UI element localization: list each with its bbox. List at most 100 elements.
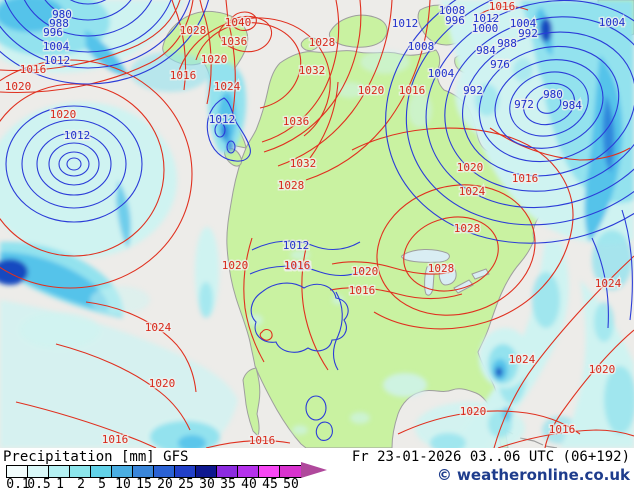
- isobar-label: 1016: [20, 63, 47, 76]
- isobars-blue: [0, 0, 634, 441]
- isobar-label: 1028: [180, 24, 207, 37]
- scale-value: 15: [136, 477, 152, 490]
- isobar-label: 1024: [595, 277, 622, 290]
- isobar-label: 1020: [589, 363, 616, 376]
- scale-value: 10: [115, 477, 131, 490]
- isobar-label: 1016: [349, 284, 376, 297]
- isobars-red: [0, 0, 634, 448]
- isobar-label: 1020: [201, 53, 228, 66]
- isobar-label: 976: [490, 58, 510, 71]
- scale-value: 30: [199, 477, 215, 490]
- isobar-label: 1028: [309, 36, 336, 49]
- isobar-label: 1008: [439, 4, 466, 17]
- scale-cell: [70, 466, 91, 477]
- isobar-label: 1028: [428, 262, 455, 275]
- legend-title: Precipitation [mm] GFS: [3, 449, 189, 465]
- isobar-label: 1024: [214, 80, 241, 93]
- scale-cell: [49, 466, 70, 477]
- isobar-label: 1016: [399, 84, 426, 97]
- isobar-label: 1012: [209, 113, 236, 126]
- isobar-label: 984: [476, 44, 496, 57]
- scale-value: 5: [98, 477, 106, 490]
- isobar-label: 1004: [599, 16, 626, 29]
- isobar-label: 980: [543, 88, 563, 101]
- isobar-label: 1004: [43, 40, 70, 53]
- isobar-label: 1016: [489, 0, 516, 13]
- isobar-label: 980: [52, 8, 72, 21]
- isobar-label: 972: [514, 98, 534, 111]
- isobar-label: 1020: [5, 80, 32, 93]
- precipitation-scale: [6, 465, 302, 478]
- isobar-label: 1028: [278, 179, 305, 192]
- isobar-label: 1024: [509, 353, 536, 366]
- isobar-label: 988: [49, 17, 69, 30]
- isobar-label: 1040: [225, 16, 252, 29]
- scale-cell: [238, 466, 259, 477]
- scale-value: 50: [283, 477, 299, 490]
- isobar-label: 1016: [549, 423, 576, 436]
- isobar-label: 1020: [358, 84, 385, 97]
- scale-cell: [196, 466, 217, 477]
- precipitation-map: 980 988 996 1004 1012 1012 1012 1012 1008 996 1012…: [0, 0, 634, 448]
- legend-bar: Precipitation [mm] GFS Fr 23-01-2026 03.…: [0, 448, 634, 490]
- scale-value: 1: [56, 477, 64, 490]
- isobar-label: 1012: [44, 54, 71, 67]
- isobar-label: 1012: [473, 12, 500, 25]
- copyright-link[interactable]: © weatheronline.co.uk: [436, 466, 630, 484]
- scale-cell: [28, 466, 49, 477]
- isobar-label: 1020: [460, 405, 487, 418]
- scale-value: 35: [220, 477, 236, 490]
- scale-cell: [154, 466, 175, 477]
- isobar-label: 1028: [454, 222, 481, 235]
- scale-cell: [91, 466, 112, 477]
- isobar-label: 1024: [145, 321, 172, 334]
- isobar-label: 1016: [102, 433, 129, 446]
- forecast-datetime: Fr 23-01-2026 03..06 UTC (06+192): [351, 449, 630, 465]
- isobar-label: 1024: [459, 185, 486, 198]
- scale-value: 0.1: [6, 477, 30, 490]
- isobar-label: 992: [518, 27, 538, 40]
- isobar-label: 1012: [283, 239, 310, 252]
- isobar-label: 1020: [352, 265, 379, 278]
- isobar-label: 1012: [392, 17, 419, 30]
- scale-cell: [217, 466, 238, 477]
- scale-value: 2: [77, 477, 85, 490]
- scale-cell: [259, 466, 280, 477]
- isobar-label: 1012: [64, 129, 91, 142]
- isobar-label: 1020: [149, 377, 176, 390]
- scale-value: 20: [157, 477, 173, 490]
- isobar-label: 988: [497, 37, 517, 50]
- isobar-label: 1004: [428, 67, 455, 80]
- isobar-label: 1020: [50, 108, 77, 121]
- isobar-label: 996: [43, 26, 63, 39]
- isobar-label: 1016: [512, 172, 539, 185]
- scale-cell: [280, 466, 301, 477]
- isobar-label: 984: [562, 99, 582, 112]
- isobar-label: 1032: [290, 157, 317, 170]
- isobar-label: 1036: [283, 115, 310, 128]
- scale-value: 45: [262, 477, 278, 490]
- isobar-label: 1016: [285, 260, 312, 273]
- isobar-label: 1036: [221, 35, 248, 48]
- isobar-label: 1016: [249, 434, 276, 447]
- isobar-label: 1000: [472, 22, 499, 35]
- scale-cell: [112, 466, 133, 477]
- scale-cell: [133, 466, 154, 477]
- scale-cell: [7, 466, 28, 477]
- isobar-label: 1020: [457, 161, 484, 174]
- scale-values: 0.1 0.5 1 2 5 10 15 20 25 30 35 40 45 50: [0, 477, 340, 490]
- isobar-label: 1020: [222, 259, 249, 272]
- scale-value: 25: [178, 477, 194, 490]
- isobar-label: 992: [463, 84, 483, 97]
- isobar-label: 1016: [170, 69, 197, 82]
- isobar-label: 1032: [299, 64, 326, 77]
- scale-cell: [175, 466, 196, 477]
- great-lakes: [401, 249, 490, 296]
- isobar-label: 996: [445, 14, 465, 27]
- scale-value: 40: [241, 477, 257, 490]
- scale-arrow: [301, 462, 327, 478]
- scale-value: 0.5: [27, 477, 51, 490]
